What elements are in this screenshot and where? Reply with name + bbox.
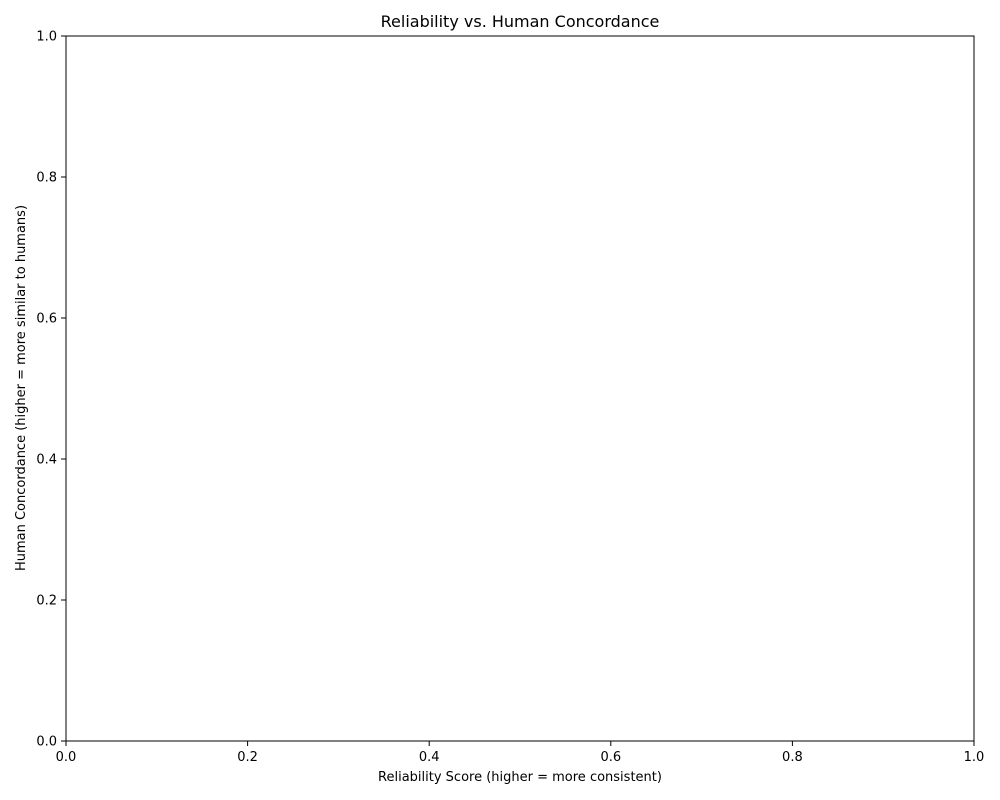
y-tick-label: 0.8 [36,171,57,186]
x-axis-ticks: 0.0 0.2 0.4 0.6 0.8 1.0 [56,741,985,765]
y-tick-label: 0.6 [36,312,57,327]
x-tick-label: 1.0 [964,750,985,765]
x-tick-label: 0.2 [237,750,258,765]
x-tick-label: 0.0 [56,750,77,765]
x-axis-label: Reliability Score (higher = more consist… [378,770,662,785]
x-tick-label: 0.6 [600,750,621,765]
x-tick-label: 0.4 [419,750,440,765]
y-tick-label: 0.4 [36,453,57,468]
chart-title: Reliability vs. Human Concordance [381,12,660,31]
y-tick-label: 1.0 [36,30,57,45]
y-axis-ticks: 0.0 0.2 0.4 0.6 0.8 1.0 [36,30,66,750]
plot-area [65,35,975,742]
y-axis-label: Human Concordance (higher = more similar… [14,205,29,571]
x-tick-label: 0.8 [782,750,803,765]
y-tick-label: 0.2 [36,594,57,609]
y-tick-label: 0.0 [36,735,57,750]
